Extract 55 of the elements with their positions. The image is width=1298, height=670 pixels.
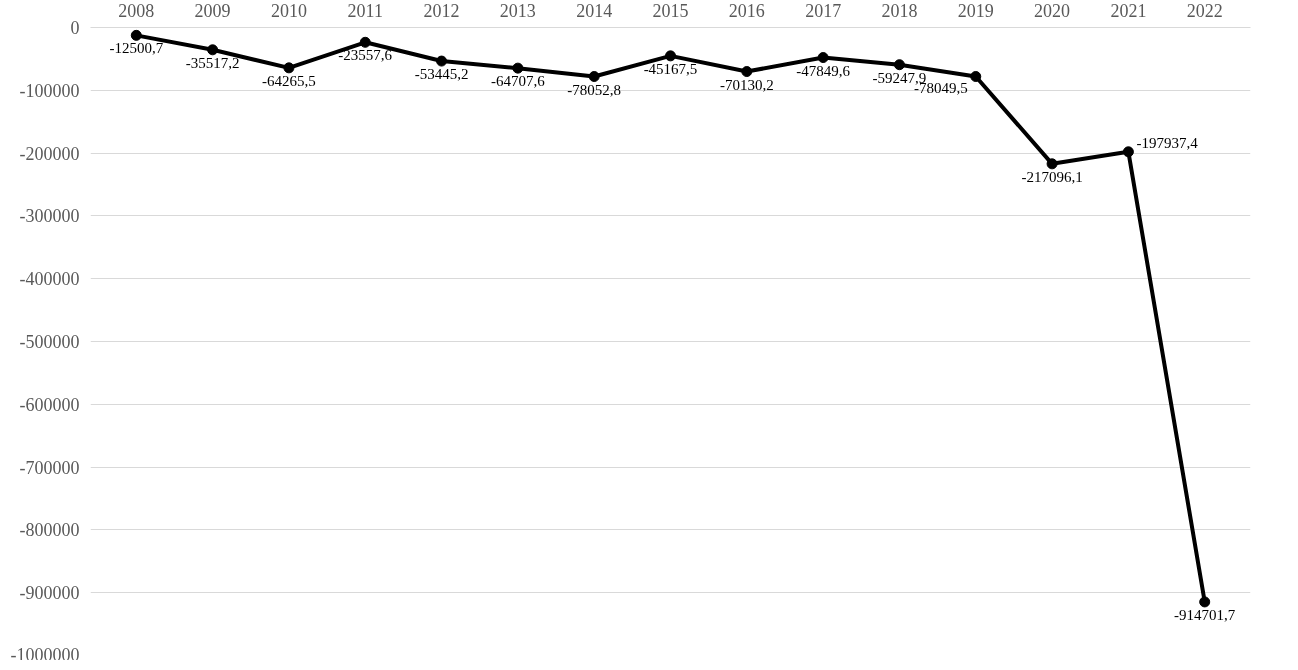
point xyxy=(741,66,753,78)
x-tick-label: 2020 xyxy=(1034,0,1071,21)
y-tick-label: -700000 xyxy=(19,457,80,478)
y-tick-label: -100000 xyxy=(19,80,80,101)
point xyxy=(1046,158,1058,170)
point xyxy=(970,71,982,83)
y-tick-label: -900000 xyxy=(19,583,80,604)
point xyxy=(1122,146,1134,158)
point xyxy=(588,71,600,83)
x-tick-label: 2015 xyxy=(652,0,689,21)
data-label: -45167,5 xyxy=(643,60,698,77)
data-label: -12500,7 xyxy=(109,40,164,57)
x-tick-label: 2010 xyxy=(270,0,307,21)
y-tick-label: -400000 xyxy=(19,269,80,290)
point xyxy=(512,62,524,74)
y-tick-label: -800000 xyxy=(19,520,80,541)
x-tick-label: 2016 xyxy=(728,0,765,21)
point xyxy=(283,62,295,74)
data-label: -64707,6 xyxy=(491,73,546,90)
x-tick-label: 2018 xyxy=(881,0,918,21)
y-tick-label: -300000 xyxy=(19,206,80,227)
data-label: -217096,1 xyxy=(1021,168,1083,185)
y-tick-label: -200000 xyxy=(19,143,80,164)
point xyxy=(359,36,371,48)
y-tick-label: -1000000 xyxy=(10,644,80,665)
data-label: -53445,2 xyxy=(414,66,469,83)
point xyxy=(893,59,905,71)
x-tick-label: 2012 xyxy=(423,0,460,21)
x-tick-label: 2014 xyxy=(576,0,613,21)
point xyxy=(1199,596,1211,608)
x-tick-label: 2011 xyxy=(347,0,383,21)
point xyxy=(207,44,219,56)
y-tick-label: -500000 xyxy=(19,332,80,352)
point xyxy=(436,55,448,67)
data-label: -23557,6 xyxy=(338,47,393,64)
data-label: -47849,6 xyxy=(796,62,851,79)
x-tick-label: 2009 xyxy=(194,0,231,21)
x-tick-label: 2019 xyxy=(957,0,994,21)
point xyxy=(665,50,676,62)
data-label: -197937,4 xyxy=(1136,134,1199,151)
data-label: -35517,2 xyxy=(185,54,240,71)
x-tick-label: 2022 xyxy=(1186,0,1223,21)
point xyxy=(817,52,829,64)
y-tick-label: -600000 xyxy=(19,394,80,415)
data-label: -70130,2 xyxy=(719,76,774,93)
x-tick-label: 2008 xyxy=(118,0,155,21)
data-label: -914701,7 xyxy=(1174,606,1236,623)
data-label: -59247,9 xyxy=(872,69,927,86)
data-label: -78052,8 xyxy=(567,81,622,98)
x-tick-label: 2013 xyxy=(499,0,536,21)
point xyxy=(130,29,142,41)
x-tick-label: 2021 xyxy=(1110,0,1147,21)
data-label: -64265,5 xyxy=(262,72,316,89)
y-tick-label: 0 xyxy=(70,18,80,38)
x-tick-label: 2017 xyxy=(805,0,842,21)
